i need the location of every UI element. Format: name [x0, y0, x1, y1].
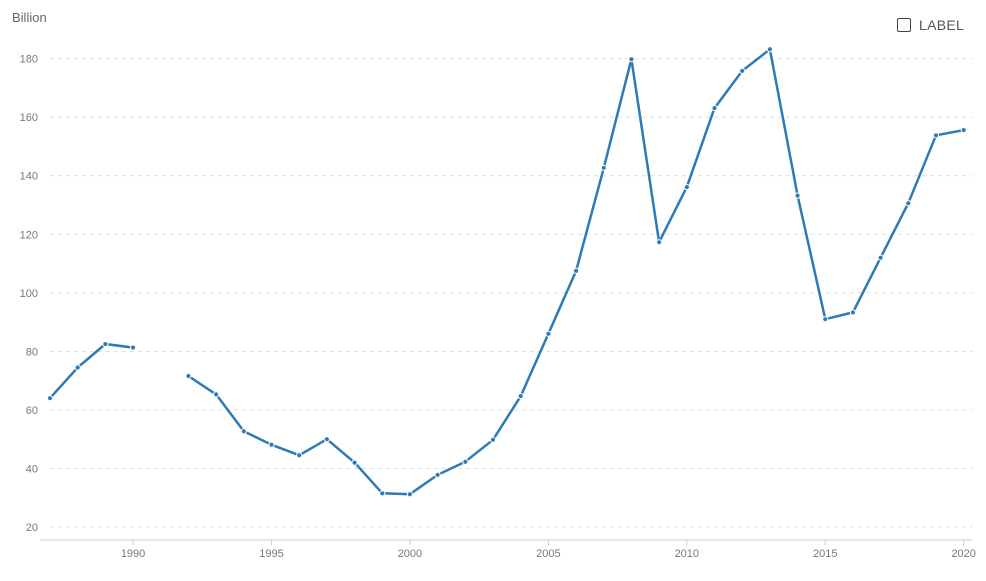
- data-point: [905, 200, 912, 207]
- y-tick-label: 180: [20, 54, 38, 66]
- y-tick-label: 80: [26, 346, 38, 358]
- x-tick-label: 2000: [398, 548, 422, 560]
- data-point: [849, 309, 857, 316]
- data-point: [351, 459, 358, 466]
- data-point: [600, 164, 607, 171]
- data-point: [960, 126, 967, 134]
- data-point: [545, 330, 552, 337]
- x-tick-label: 2005: [536, 548, 560, 560]
- label-toggle[interactable]: LABEL: [897, 17, 964, 33]
- data-point: [766, 46, 773, 53]
- x-tick-label: 2020: [951, 548, 975, 560]
- data-point: [462, 458, 469, 465]
- label-checkbox[interactable]: [897, 18, 911, 32]
- y-tick-label: 160: [20, 112, 38, 124]
- data-point: [434, 471, 441, 478]
- y-tick-label: 20: [26, 522, 38, 534]
- data-point: [185, 372, 192, 380]
- data-point: [102, 340, 109, 348]
- data-point: [877, 254, 884, 261]
- data-point: [822, 316, 829, 323]
- data-point: [46, 395, 54, 402]
- data-point: [656, 239, 663, 246]
- data-point: [683, 184, 690, 191]
- y-tick-label: 40: [26, 463, 38, 475]
- data-point: [268, 441, 275, 448]
- data-point: [213, 391, 220, 398]
- y-tick-label: 140: [20, 171, 38, 183]
- data-point: [379, 490, 386, 497]
- x-tick-label: 1990: [121, 548, 145, 560]
- x-tick-label: 1995: [259, 548, 283, 560]
- data-point: [489, 436, 497, 443]
- y-tick-label: 60: [26, 405, 38, 417]
- data-point: [517, 393, 524, 400]
- data-point: [74, 364, 81, 371]
- data-point: [572, 267, 580, 274]
- x-tick-label: 2015: [813, 548, 837, 560]
- label-toggle-text: LABEL: [919, 17, 965, 33]
- data-point: [240, 428, 247, 435]
- x-tick-label: 2010: [675, 548, 699, 560]
- data-point: [323, 436, 330, 443]
- series-line: [48, 342, 135, 400]
- y-tick-label: 100: [20, 288, 38, 300]
- y-axis-unit-label: Billion: [12, 10, 47, 25]
- data-point: [711, 105, 718, 112]
- data-point: [628, 56, 635, 63]
- data-point: [296, 452, 303, 459]
- data-point: [406, 491, 414, 498]
- data-point: [129, 344, 137, 351]
- data-point: [794, 192, 801, 199]
- data-point: [739, 67, 746, 75]
- data-point: [932, 132, 940, 139]
- y-tick-label: 120: [20, 229, 38, 241]
